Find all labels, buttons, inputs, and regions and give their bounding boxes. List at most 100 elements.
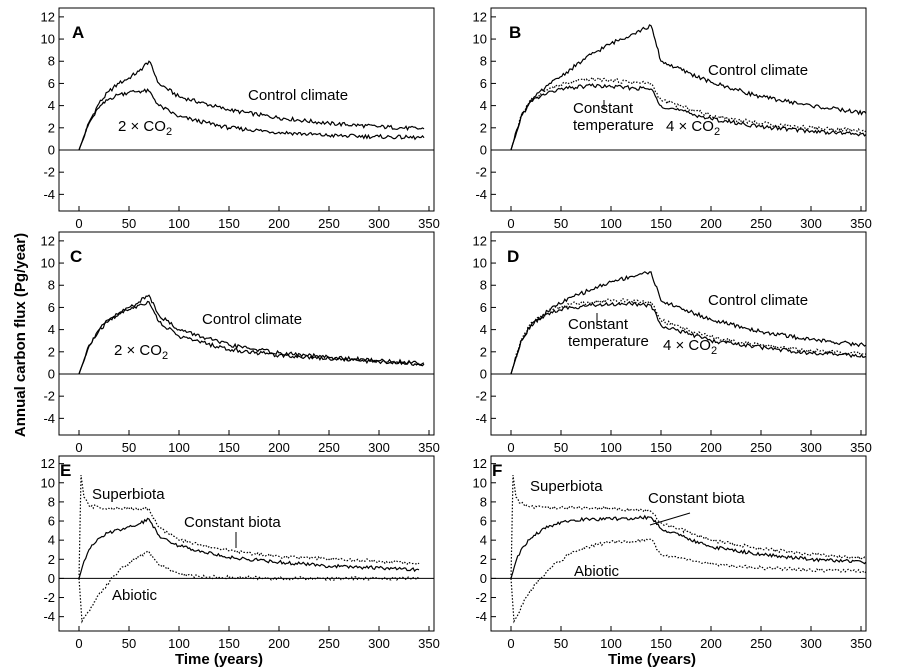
y-tick-label: 2 (480, 552, 487, 567)
x-tick-label: 350 (850, 636, 872, 651)
y-tick-label: 2 (480, 344, 487, 359)
y-tick-label: -2 (43, 389, 55, 404)
y-axis-title: Annual carbon flux (Pg/year) (12, 233, 29, 437)
panel-letter: A (72, 23, 84, 42)
y-tick-label: -4 (475, 411, 487, 426)
x-tick-label: 0 (507, 440, 514, 455)
y-tick-label: 6 (480, 514, 487, 529)
panel-a: A 12 10 8 6 4 2 0 -2 -4 0 50 100 150 200 250 300 350 Contr… (41, 7, 440, 231)
series-line-control-climate (78, 60, 425, 151)
annotation-4-x-co: 4 × CO2 (666, 118, 720, 138)
annotation-abiotic: Abiotic (112, 587, 158, 604)
y-tick-label: 12 (41, 456, 55, 471)
y-tick-label: 12 (41, 9, 55, 24)
annotation-2-x-co: 2 × CO2 (118, 118, 172, 138)
y-tick-label: -4 (43, 187, 55, 202)
y-tick-label: 8 (48, 278, 55, 293)
x-axis-title-left: Time (years) (175, 651, 263, 668)
y-tick-label: -4 (43, 609, 55, 624)
y-tick-label: 6 (48, 514, 55, 529)
y-tick-label: 4 (48, 533, 55, 548)
annotation-control-climate: Control climate (202, 311, 302, 328)
panel-letter: B (509, 23, 521, 42)
x-tick-label: 300 (368, 636, 390, 651)
plot-frame (58, 231, 435, 436)
x-tick-label: 350 (850, 440, 872, 455)
x-tick-label: 150 (650, 440, 672, 455)
series-line-4-x-co2 (510, 83, 867, 151)
x-tick-label: 100 (168, 636, 190, 651)
annotation-constant: Constant (573, 100, 634, 117)
panel-f: F 12 10 8 6 4 2 0 -2 -4 0 50 100 150 200 250 300 350 Super… (473, 455, 872, 651)
y-tick-label: 4 (480, 322, 487, 337)
series-line-constant-temperature (510, 76, 867, 151)
panel-letter: D (507, 247, 519, 266)
panel-letter: E (60, 461, 71, 480)
panel-d: D 12 10 8 6 4 2 0 -2 -4 0 50 100 150 200 250 300 350 Contr… (473, 231, 872, 455)
x-tick-label: 200 (700, 440, 722, 455)
x-tick-label: 300 (800, 440, 822, 455)
y-tick-label: 0 (48, 142, 55, 157)
y-tick-label: -2 (43, 165, 55, 180)
x-tick-label: 350 (418, 440, 440, 455)
y-tick-label: -4 (475, 187, 487, 202)
x-tick-label: 0 (75, 216, 82, 231)
x-tick-label: 150 (218, 216, 240, 231)
series-line-constant-biota (510, 514, 867, 579)
x-tick-label: 0 (75, 636, 82, 651)
x-tick-label: 100 (600, 440, 622, 455)
y-tick-label: 12 (41, 233, 55, 248)
x-tick-label: 250 (318, 440, 340, 455)
annotation-constant-biota: Constant biota (648, 490, 745, 507)
x-tick-label: 150 (218, 440, 240, 455)
x-tick-label: 50 (554, 636, 568, 651)
x-tick-label: 100 (600, 636, 622, 651)
y-tick-label: 2 (48, 120, 55, 135)
x-tick-label: 0 (507, 216, 514, 231)
annotation-temperature: temperature (568, 333, 649, 350)
y-tick-label: -4 (43, 411, 55, 426)
annotation-2-x-co: 2 × CO2 (114, 342, 168, 362)
y-tick-label: 0 (48, 366, 55, 381)
x-tick-label: 350 (418, 216, 440, 231)
x-tick-label: 350 (850, 216, 872, 231)
x-tick-label: 200 (268, 216, 290, 231)
y-tick-label: -2 (475, 165, 487, 180)
x-tick-label: 200 (700, 216, 722, 231)
y-tick-label: 6 (480, 76, 487, 91)
x-tick-label: 300 (800, 216, 822, 231)
series-line-4-x-co2 (510, 301, 867, 375)
y-tick-label: 12 (473, 233, 487, 248)
annotation-constant-biota: Constant biota (184, 514, 281, 531)
series-line-2-x-co2 (78, 300, 425, 375)
x-tick-label: 300 (368, 216, 390, 231)
x-tick-label: 50 (554, 440, 568, 455)
x-tick-label: 200 (268, 440, 290, 455)
x-tick-label: 100 (168, 216, 190, 231)
y-tick-label: 0 (480, 571, 487, 586)
y-tick-label: 0 (480, 366, 487, 381)
x-tick-label: 50 (554, 216, 568, 231)
series-line-constant-temperature (510, 298, 867, 375)
y-tick-label: 12 (473, 9, 487, 24)
y-tick-label: 2 (48, 552, 55, 567)
plot-frame (490, 231, 867, 436)
series-line-superbiota (510, 475, 867, 579)
annotation-control-climate: Control climate (708, 292, 808, 309)
x-tick-label: 250 (750, 636, 772, 651)
x-tick-label: 50 (122, 636, 136, 651)
x-tick-label: 250 (318, 636, 340, 651)
annotation-superbiota: Superbiota (530, 478, 603, 495)
annotation-constant: Constant (568, 316, 629, 333)
y-tick-label: 6 (480, 300, 487, 315)
annotation-4-x-co: 4 × CO2 (663, 337, 717, 357)
y-tick-label: 8 (48, 54, 55, 69)
y-tick-label: 4 (480, 98, 487, 113)
panel-letter: F (492, 461, 502, 480)
x-tick-label: 200 (700, 636, 722, 651)
x-tick-label: 250 (750, 440, 772, 455)
series-line-control-climate (78, 294, 425, 375)
y-tick-label: 10 (41, 32, 55, 47)
y-tick-label: 8 (480, 278, 487, 293)
y-tick-label: 0 (480, 142, 487, 157)
